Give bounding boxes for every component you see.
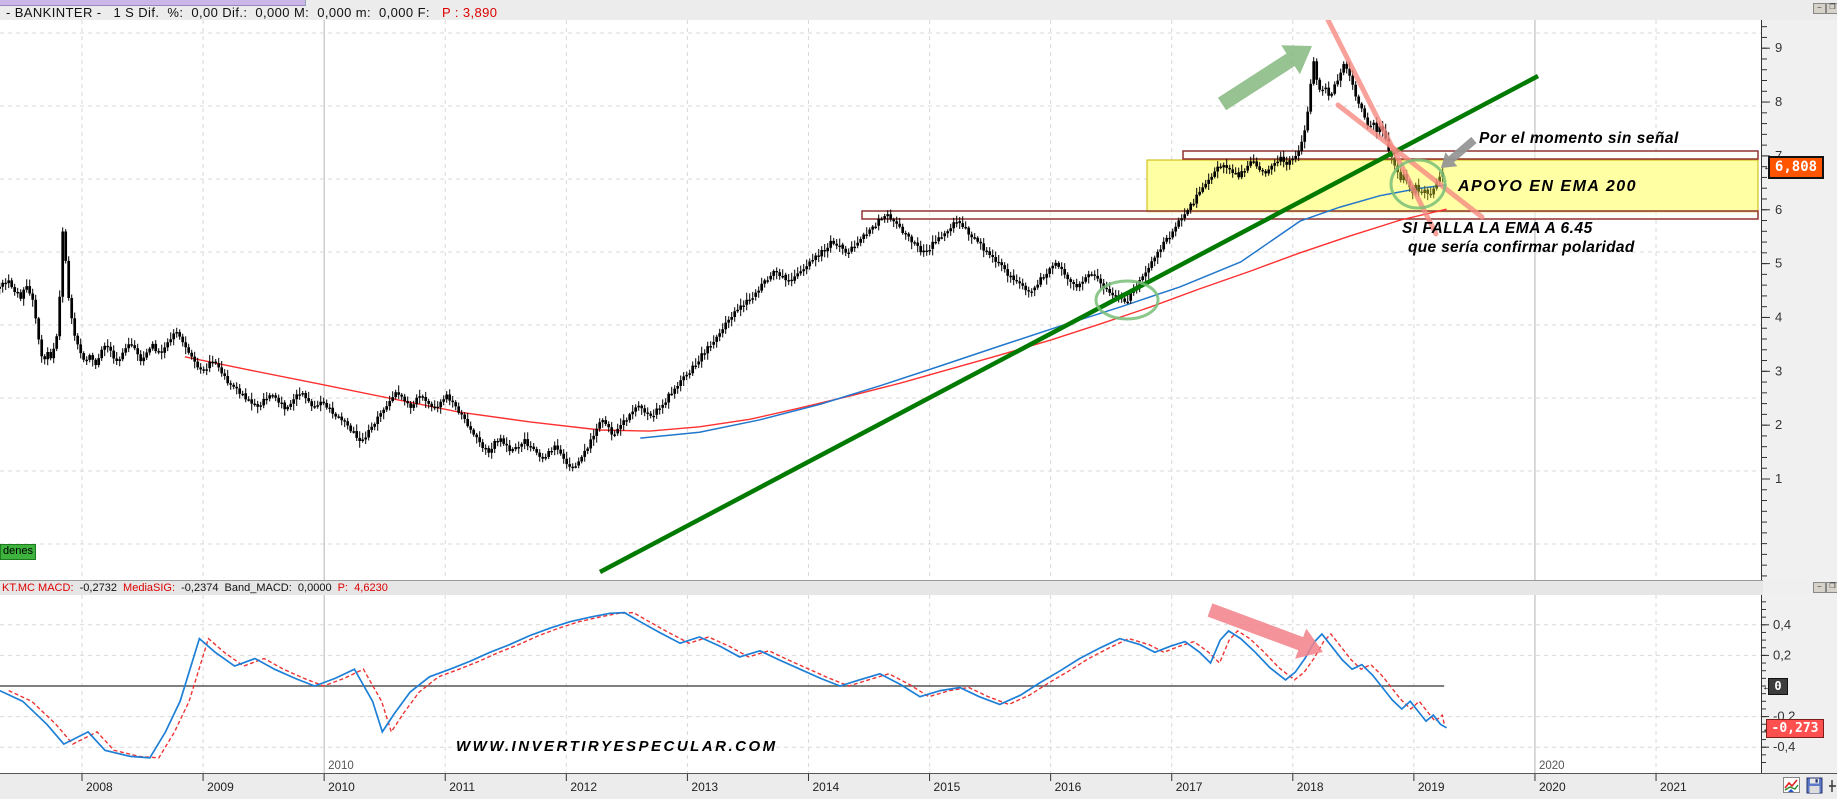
green-trend-line — [598, 74, 1540, 574]
svg-text:6: 6 — [1775, 202, 1782, 217]
svg-text:2009: 2009 — [207, 780, 234, 794]
green-highlight-circle — [1389, 158, 1447, 210]
svg-text:2011: 2011 — [449, 780, 475, 794]
time-axis[interactable]: 2008 2009 2010 2011 2012 2013 2014 2015 2016 2017… — [0, 773, 1837, 799]
svg-text:2018: 2018 — [1297, 780, 1324, 794]
macd-indicator-panel[interactable]: WWW.INVERTIRYESPECULAR.COM 2010 2020 — [0, 595, 1761, 773]
gray-pullback-arrow — [1441, 136, 1477, 168]
macd-zero-badge: 0 — [1768, 678, 1788, 695]
instrument-header-text: - BANKINTER - 1 S Dif. %: 0,00 Dif.: 0,0… — [6, 5, 498, 20]
chart-annotation: que sería confirmar polaridad — [1408, 239, 1635, 256]
last-price-badge: 6,808 — [1768, 156, 1824, 180]
svg-text:←: ← — [1762, 681, 1773, 693]
bullish-green-arrow — [1217, 45, 1312, 111]
svg-text:2008: 2008 — [86, 780, 113, 794]
main-chart-svg[interactable]: Por el momento sin señal APOYO EN EMA 200… — [0, 20, 1761, 580]
decade-label: 2010 — [328, 760, 354, 772]
macd-line — [0, 611, 1448, 759]
svg-text:0,4: 0,4 — [1773, 617, 1791, 632]
chart-annotation: SI FALLA LA EMA A 6.45 — [1402, 220, 1593, 237]
svg-text:5: 5 — [1775, 256, 1782, 271]
panel-minimize-button[interactable]: – — [1813, 3, 1826, 14]
svg-text:8: 8 — [1775, 94, 1782, 109]
svg-text:1: 1 — [1775, 471, 1782, 486]
svg-text:3: 3 — [1775, 363, 1782, 378]
green-highlight-circle — [1094, 279, 1160, 321]
price-axis[interactable]: 987654321← 6,808 — [1761, 20, 1837, 580]
svg-text:2014: 2014 — [812, 780, 839, 794]
instrument-header-bar: - BANKINTER - 1 S Dif. %: 0,00 Dif.: 0,0… — [0, 0, 1837, 21]
svg-text:0,2: 0,2 — [1773, 647, 1791, 662]
save-icon[interactable] — [1806, 777, 1823, 794]
macd-panel-minimize-button[interactable]: – — [1813, 582, 1826, 593]
svg-text:9: 9 — [1775, 40, 1782, 55]
svg-text:2020: 2020 — [1539, 780, 1566, 794]
chart-annotation: Por el momento sin señal — [1479, 130, 1679, 147]
svg-text:2013: 2013 — [691, 780, 718, 794]
svg-text:2012: 2012 — [570, 780, 597, 794]
svg-text:2015: 2015 — [934, 780, 961, 794]
svg-text:-0,4: -0,4 — [1773, 739, 1795, 754]
svg-text:2021: 2021 — [1660, 780, 1687, 794]
chart-tab-strip[interactable] — [0, 0, 306, 6]
chart-annotation: APOYO EN EMA 200 — [1457, 178, 1637, 195]
macd-chart-svg[interactable]: WWW.INVERTIRYESPECULAR.COM 2010 2020 — [0, 595, 1761, 773]
main-price-chart-panel[interactable]: Por el momento sin señal APOYO EN EMA 200… — [0, 20, 1761, 580]
chart-tool-icon[interactable] — [1783, 777, 1800, 794]
macd-panel-maximize-button[interactable]: ❒ — [1826, 582, 1837, 593]
macd-value-badge: -0,273 — [1766, 718, 1824, 738]
svg-text:2016: 2016 — [1055, 780, 1082, 794]
panel-maximize-button[interactable]: ❒ — [1826, 3, 1837, 14]
macd-axis[interactable]: 0,40,2-0,2-0,4←← 0 -0,273 — [1761, 595, 1837, 773]
orders-button[interactable]: denes — [0, 544, 36, 560]
svg-text:2010: 2010 — [328, 780, 355, 794]
decade-label: 2020 — [1539, 760, 1565, 772]
pink-breakdown-line — [1325, 20, 1439, 237]
svg-text:2: 2 — [1775, 417, 1782, 432]
bearish-pink-arrow — [1207, 603, 1323, 659]
watermark: WWW.INVERTIRYESPECULAR.COM — [456, 738, 778, 755]
pin-icon[interactable] — [1828, 778, 1837, 795]
svg-text:2019: 2019 — [1418, 780, 1445, 794]
svg-text:7: 7 — [1775, 148, 1782, 163]
svg-text:2017: 2017 — [1176, 780, 1203, 794]
candles-layer — [0, 57, 1445, 472]
time-axis-ticks: 2008 2009 2010 2011 2012 2013 2014 2015 2016 2017… — [81, 774, 1687, 794]
svg-text:4: 4 — [1775, 309, 1782, 324]
price-axis-ticks: 987654321← — [1762, 26, 1782, 577]
